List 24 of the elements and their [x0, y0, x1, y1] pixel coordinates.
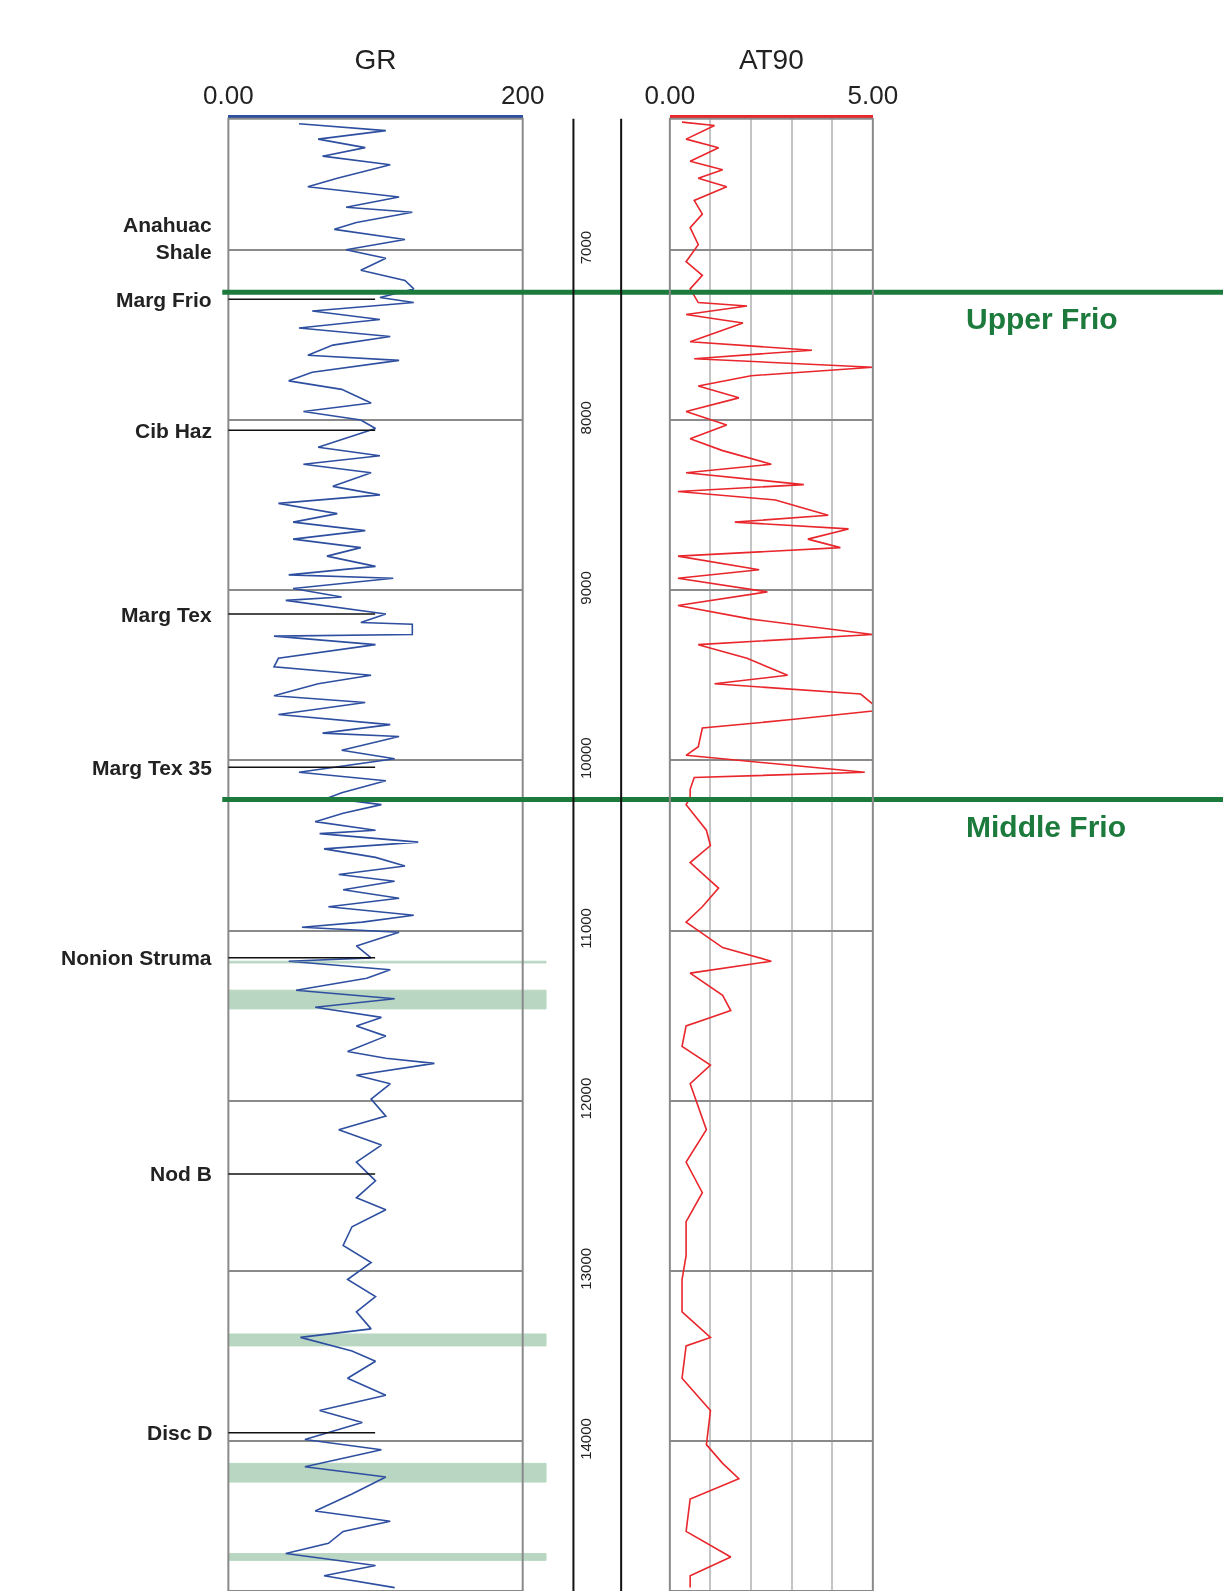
ref-line-label: Marg Frio [116, 288, 212, 311]
y-tick-label: 9000 [576, 571, 594, 605]
x-axis-title: GR [354, 43, 397, 75]
ref-line-label: Middle Frio [966, 810, 1126, 843]
y-tick-label: 10000 [576, 737, 594, 780]
x-tick-label: 200 [501, 80, 545, 111]
y-tick-label: 13000 [576, 1247, 594, 1290]
y-tick-label: 8000 [576, 401, 594, 435]
y-tick-label: 12000 [576, 1077, 594, 1120]
ref-line-label: Marg Tex [121, 603, 212, 626]
y-tick-label: 11000 [576, 908, 594, 949]
x-tick-label: 5.00 [847, 80, 899, 111]
ref-line-label: Upper Frio [966, 302, 1118, 335]
y-tick-label: 7000 [576, 230, 594, 265]
ref-line-label: Nonion Struma [61, 946, 212, 969]
x-axis-title: AT90 [738, 43, 804, 75]
ref-line-label: Marg Tex 35 [92, 756, 213, 779]
ref-line-label: Nod B [150, 1162, 212, 1185]
x-tick-label: 0.00 [644, 80, 696, 111]
ref-line-label: Disc D [147, 1421, 213, 1444]
ref-line-label: Cib Haz [135, 419, 213, 442]
text: Anahuac Shale [123, 213, 213, 264]
x-tick-label: 0.00 [203, 80, 254, 111]
y-tick-label: 14000 [576, 1418, 594, 1460]
